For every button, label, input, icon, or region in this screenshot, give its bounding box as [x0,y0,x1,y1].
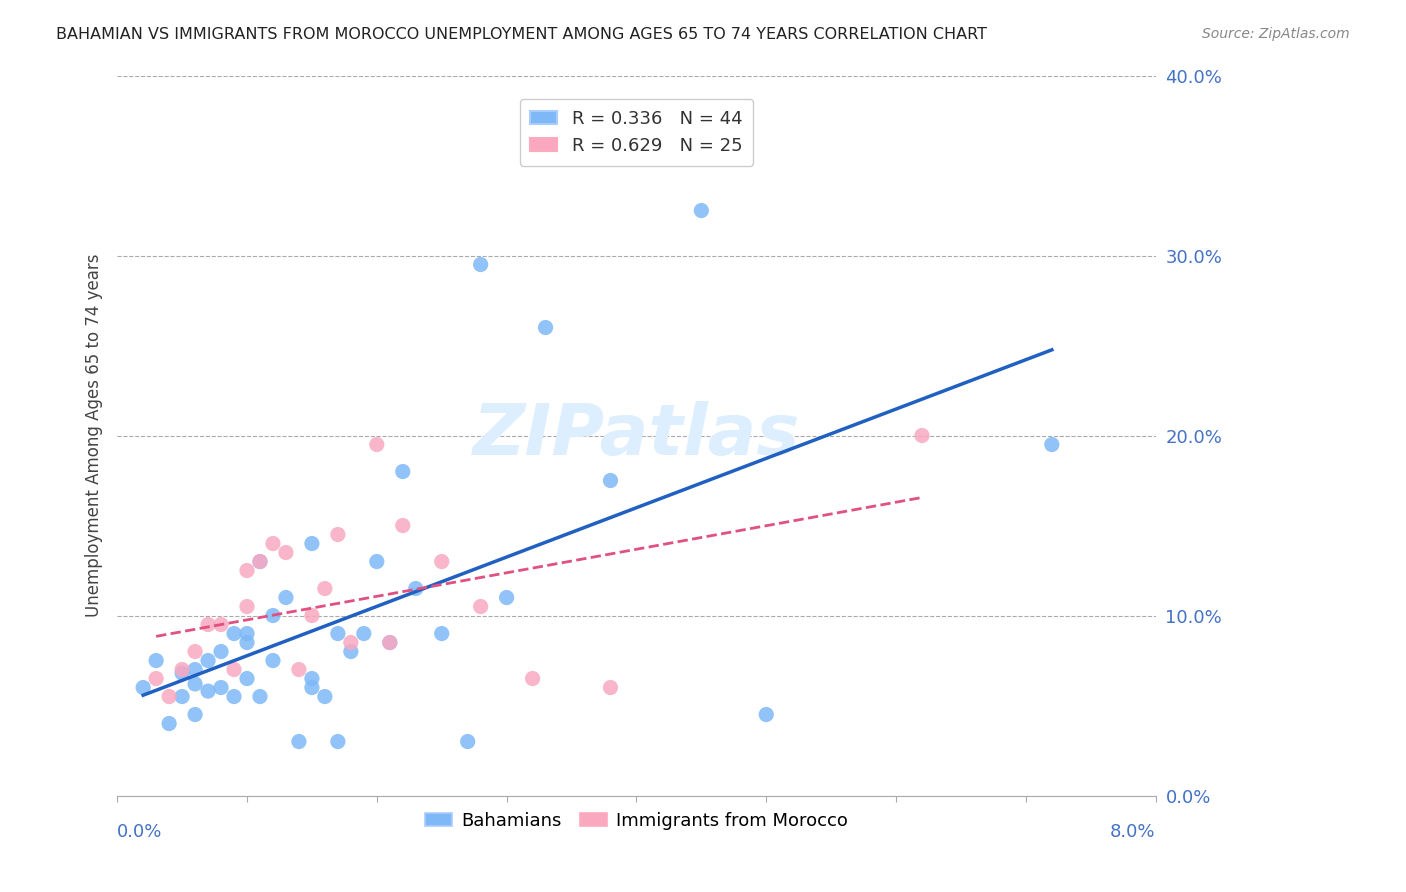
Point [470,599,492,614]
Point [911,428,934,442]
Text: BAHAMIAN VS IMMIGRANTS FROM MOROCCO UNEMPLOYMENT AMONG AGES 65 TO 74 YEARS CORRE: BAHAMIAN VS IMMIGRANTS FROM MOROCCO UNEM… [56,27,987,42]
Point [249,555,271,569]
Point [340,644,363,658]
Point [236,599,259,614]
Point [522,672,544,686]
Point [236,626,259,640]
Text: Source: ZipAtlas.com: Source: ZipAtlas.com [1202,27,1350,41]
Point [340,635,363,649]
Point [145,672,167,686]
Point [262,536,284,550]
Point [209,681,232,695]
Point [301,608,323,623]
Point [274,591,297,605]
Point [236,564,259,578]
Point [184,663,207,677]
Point [326,527,349,541]
Point [262,608,284,623]
Point [145,654,167,668]
Point [301,536,323,550]
Point [222,663,245,677]
Point [262,654,284,668]
Point [274,545,297,559]
Y-axis label: Unemployment Among Ages 65 to 74 years: Unemployment Among Ages 65 to 74 years [86,254,103,617]
Point [353,626,375,640]
Point [209,644,232,658]
Point [391,518,413,533]
Legend: Bahamians, Immigrants from Morocco: Bahamians, Immigrants from Morocco [418,805,855,837]
Point [172,666,194,681]
Point [314,582,336,596]
Point [405,582,427,596]
Point [1040,437,1063,451]
Point [197,617,219,632]
Point [378,635,401,649]
Point [236,635,259,649]
Point [209,617,232,632]
Point [378,635,401,649]
Point [366,555,388,569]
Point [326,626,349,640]
Point [288,734,311,748]
Point [430,626,453,640]
Point [301,681,323,695]
Point [288,663,311,677]
Point [157,690,180,704]
Point [172,663,194,677]
Point [430,555,453,569]
Text: ZIPatlas: ZIPatlas [472,401,800,470]
Point [184,644,207,658]
Point [755,707,778,722]
Point [366,437,388,451]
Text: 0.0%: 0.0% [117,823,163,841]
Point [184,677,207,691]
Point [222,690,245,704]
Point [249,555,271,569]
Point [599,474,621,488]
Point [249,690,271,704]
Point [599,681,621,695]
Text: 8.0%: 8.0% [1111,823,1156,841]
Point [132,681,155,695]
Point [391,465,413,479]
Point [197,654,219,668]
Point [172,690,194,704]
Point [236,672,259,686]
Point [457,734,479,748]
Point [197,684,219,698]
Point [184,707,207,722]
Point [690,203,713,218]
Point [495,591,517,605]
Point [534,320,557,334]
Point [326,734,349,748]
Point [301,672,323,686]
Point [314,690,336,704]
Point [470,258,492,272]
Point [222,626,245,640]
Point [157,716,180,731]
